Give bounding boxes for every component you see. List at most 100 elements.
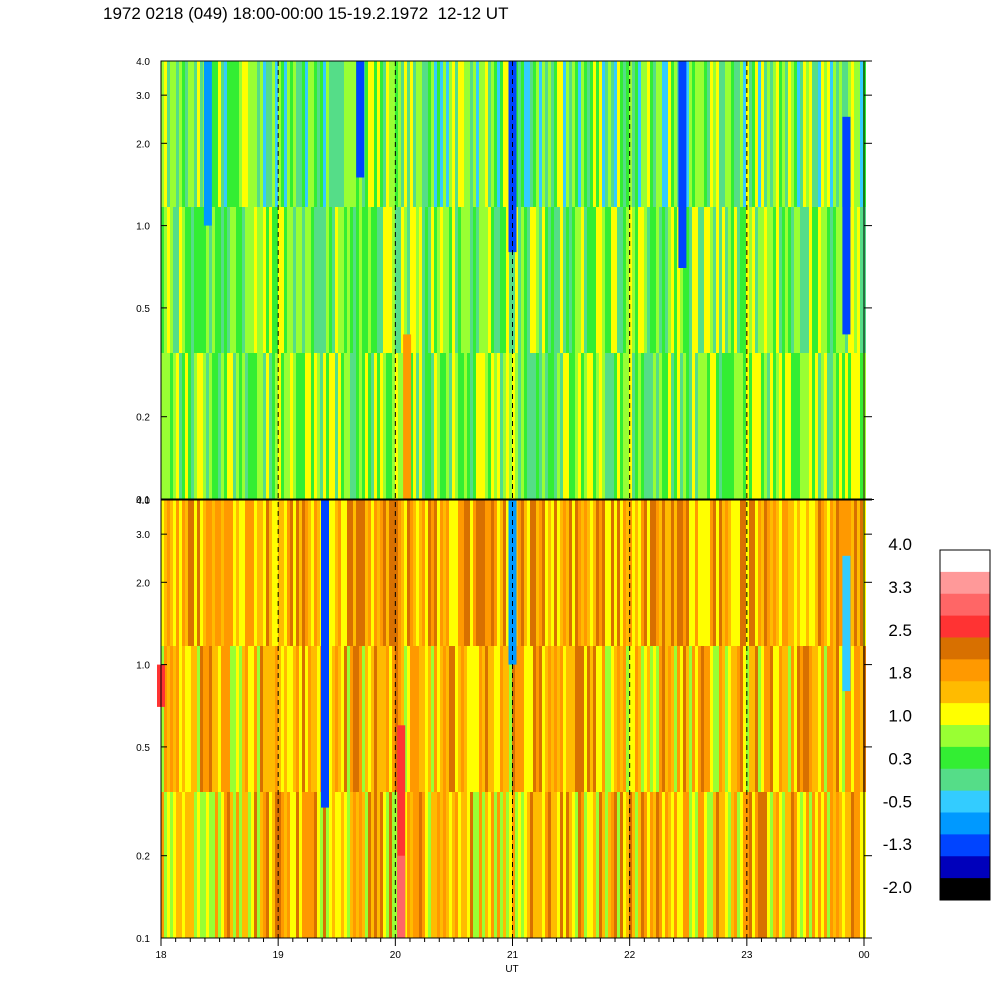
spectrogram-column — [854, 207, 857, 353]
spectrogram-column — [359, 207, 362, 353]
spectrogram-column — [272, 61, 275, 207]
colorbar: 4.03.32.51.81.00.3-0.5-1.3-2.0 — [883, 535, 990, 901]
spectrogram-column — [380, 792, 383, 938]
spectrogram-column — [572, 792, 575, 938]
spectrogram-column — [641, 500, 644, 646]
spectrogram-column — [623, 500, 626, 646]
spectrogram-column — [803, 646, 806, 792]
spectrogram-column — [857, 792, 860, 938]
spectrogram-column — [575, 353, 578, 499]
spectrogram-column — [407, 500, 410, 646]
spectrogram-column — [305, 646, 308, 792]
spectrogram-column — [701, 353, 704, 499]
spectrogram-column — [272, 500, 275, 646]
spectrogram-column — [785, 500, 788, 646]
spectrogram-column — [386, 207, 389, 353]
spectrogram-column — [572, 207, 575, 353]
spectrogram-column — [164, 61, 167, 207]
spectrogram-column — [632, 792, 635, 938]
spectrogram-column — [257, 207, 260, 353]
spectrogram-column — [698, 500, 701, 646]
spectrogram-column — [779, 353, 782, 499]
spectrogram-column — [791, 792, 794, 938]
spectrogram-column — [806, 500, 809, 646]
spectrogram-column — [611, 353, 614, 499]
spectrogram-column — [683, 500, 686, 646]
spectrogram-column — [377, 353, 380, 499]
spectrogram-column — [215, 646, 218, 792]
spectrogram-column — [503, 792, 506, 938]
spectrogram-column — [284, 500, 287, 646]
colorbar-swatch — [940, 616, 990, 638]
spectrogram-column — [719, 353, 722, 499]
spectrogram-column — [542, 353, 545, 499]
spectrogram-column — [383, 61, 386, 207]
spectrogram-column — [551, 207, 554, 353]
spectrogram-column — [302, 353, 305, 499]
x-tick-label: 21 — [507, 950, 519, 961]
spectrogram-column — [797, 61, 800, 207]
spectrogram-column — [167, 207, 170, 353]
spectrogram-column — [440, 353, 443, 499]
spectrogram-column — [722, 207, 725, 353]
spectrogram-column — [797, 207, 800, 353]
colorbar-label: -2.0 — [883, 878, 912, 897]
spectrogram-column — [680, 353, 683, 499]
spectrogram-column — [503, 500, 506, 646]
spectrogram-column — [695, 500, 698, 646]
spectrogram-column — [380, 500, 383, 646]
spectrogram-column — [614, 353, 617, 499]
spectrogram-column — [752, 61, 755, 207]
spectrogram-column — [563, 792, 566, 938]
spectrogram-column — [365, 646, 368, 792]
spectrogram-column — [593, 646, 596, 792]
spectrogram-column — [842, 353, 845, 499]
spectrogram-column — [836, 207, 839, 353]
spectrogram-column — [701, 61, 704, 207]
colorbar-swatch — [940, 878, 990, 900]
spectrogram-column — [416, 61, 419, 207]
spectrogram-column — [638, 792, 641, 938]
spectrogram-column — [269, 792, 272, 938]
spectrogram-column — [338, 500, 341, 646]
x-tick-label: 22 — [624, 950, 636, 961]
spectrogram-column — [377, 646, 380, 792]
spectrogram-column — [212, 500, 215, 646]
spectrogram-column — [527, 61, 530, 207]
spectrogram-column — [752, 646, 755, 792]
spectrogram-column — [359, 500, 362, 646]
spectrogram-column — [212, 61, 215, 207]
spectrogram-column — [287, 353, 290, 499]
spectrogram-column — [548, 61, 551, 207]
spectrogram-column — [347, 61, 350, 207]
spectrogram-column — [548, 646, 551, 792]
spectrogram-column — [719, 792, 722, 938]
spectrogram-column — [254, 353, 257, 499]
spectrogram-column — [773, 207, 776, 353]
spectrogram-column — [518, 61, 521, 207]
spectrogram-column — [602, 61, 605, 207]
spectrogram-column — [470, 646, 473, 792]
spectrogram-column — [383, 207, 386, 353]
spectrogram-column — [857, 207, 860, 353]
spectrogram-column — [299, 353, 302, 499]
spectrogram-column — [584, 500, 587, 646]
spectrogram-column — [809, 646, 812, 792]
spectrogram-column — [284, 353, 287, 499]
spectrogram-column — [641, 353, 644, 499]
spectrogram-column — [455, 207, 458, 353]
spectrogram-column — [608, 353, 611, 499]
spectrogram-column — [257, 792, 260, 938]
spectrogram-column — [224, 207, 227, 353]
spectrogram-column — [833, 792, 836, 938]
spectrogram-column — [380, 61, 383, 207]
spectrogram-column — [860, 207, 863, 353]
spectrogram-column — [533, 646, 536, 792]
spectrogram-column — [458, 646, 461, 792]
spectrogram-column — [599, 353, 602, 499]
spectrogram-column — [551, 500, 554, 646]
spectrogram-column — [284, 207, 287, 353]
spectrogram-column — [794, 61, 797, 207]
spectrogram-column — [590, 646, 593, 792]
spectrogram-column — [650, 792, 653, 938]
